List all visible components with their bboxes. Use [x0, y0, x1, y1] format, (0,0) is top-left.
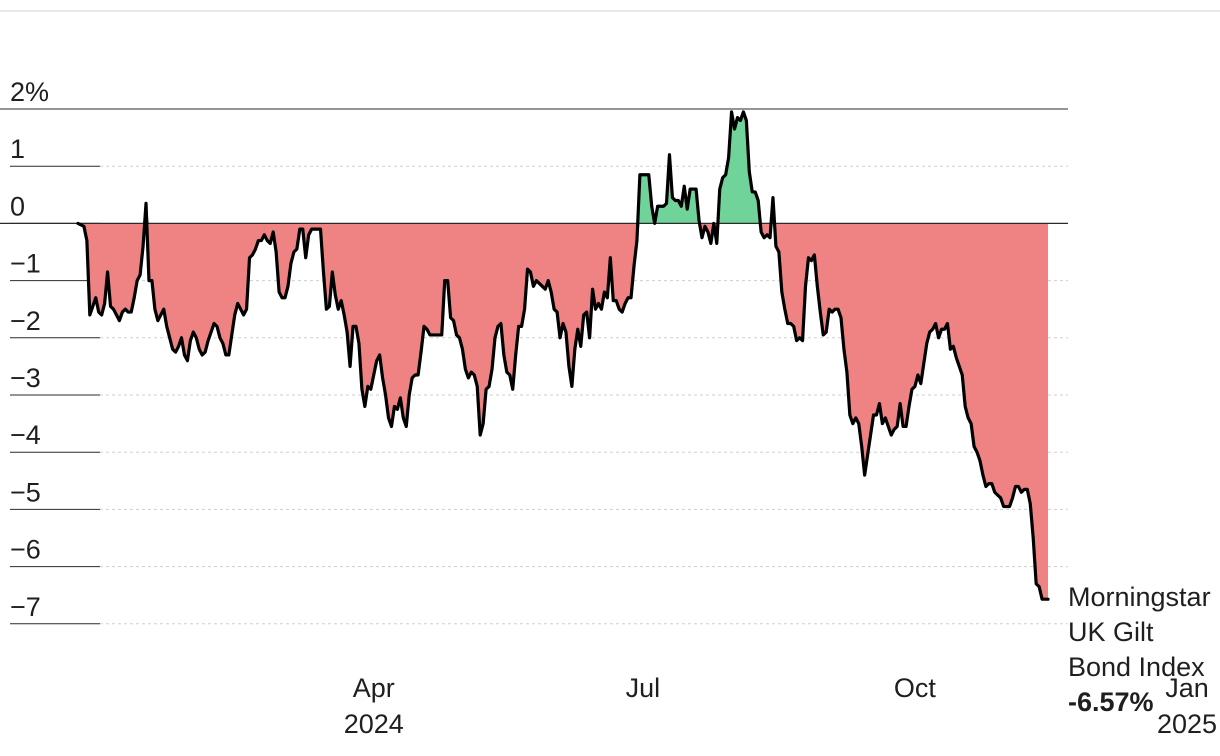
y-axis-ticks: 2% 1 0 −1 −2 −3 −4 −5 −6 −7	[10, 77, 100, 625]
x-tick-label: Jul	[626, 673, 661, 703]
y-tick-label: 0	[10, 191, 25, 221]
x-tick-year: 2024	[344, 709, 404, 739]
y-tick-label: −7	[10, 592, 41, 622]
y-tick-label: 2%	[10, 77, 49, 107]
x-axis-ticks: Apr 2024 Jul Oct Jan 2025	[344, 673, 1217, 739]
legend-line-3: Bond Index	[1068, 652, 1205, 682]
x-tick-label: Oct	[894, 673, 937, 703]
legend-line-2: UK Gilt	[1068, 617, 1154, 647]
x-tick-year: 2025	[1157, 709, 1217, 739]
x-tick-label: Apr	[353, 673, 395, 703]
series-line	[76, 110, 1050, 601]
series-legend: Morningstar UK Gilt Bond Index -6.57%	[1068, 580, 1211, 720]
area-fills	[78, 111, 1048, 600]
x-tick-label: Jan	[1165, 673, 1209, 703]
y-tick-label: 1	[10, 134, 25, 164]
y-tick-label: −4	[10, 420, 41, 450]
y-tick-label: −1	[10, 249, 41, 279]
y-tick-label: −2	[10, 306, 41, 336]
y-tick-label: −6	[10, 535, 41, 565]
negative-area	[78, 223, 1048, 600]
y-tick-label: −5	[10, 477, 41, 507]
positive-area	[78, 111, 1048, 224]
y-tick-label: −3	[10, 363, 41, 393]
legend-return-value: -6.57%	[1068, 687, 1154, 717]
legend-line-1: Morningstar	[1068, 582, 1211, 612]
series-lines	[76, 110, 1050, 601]
